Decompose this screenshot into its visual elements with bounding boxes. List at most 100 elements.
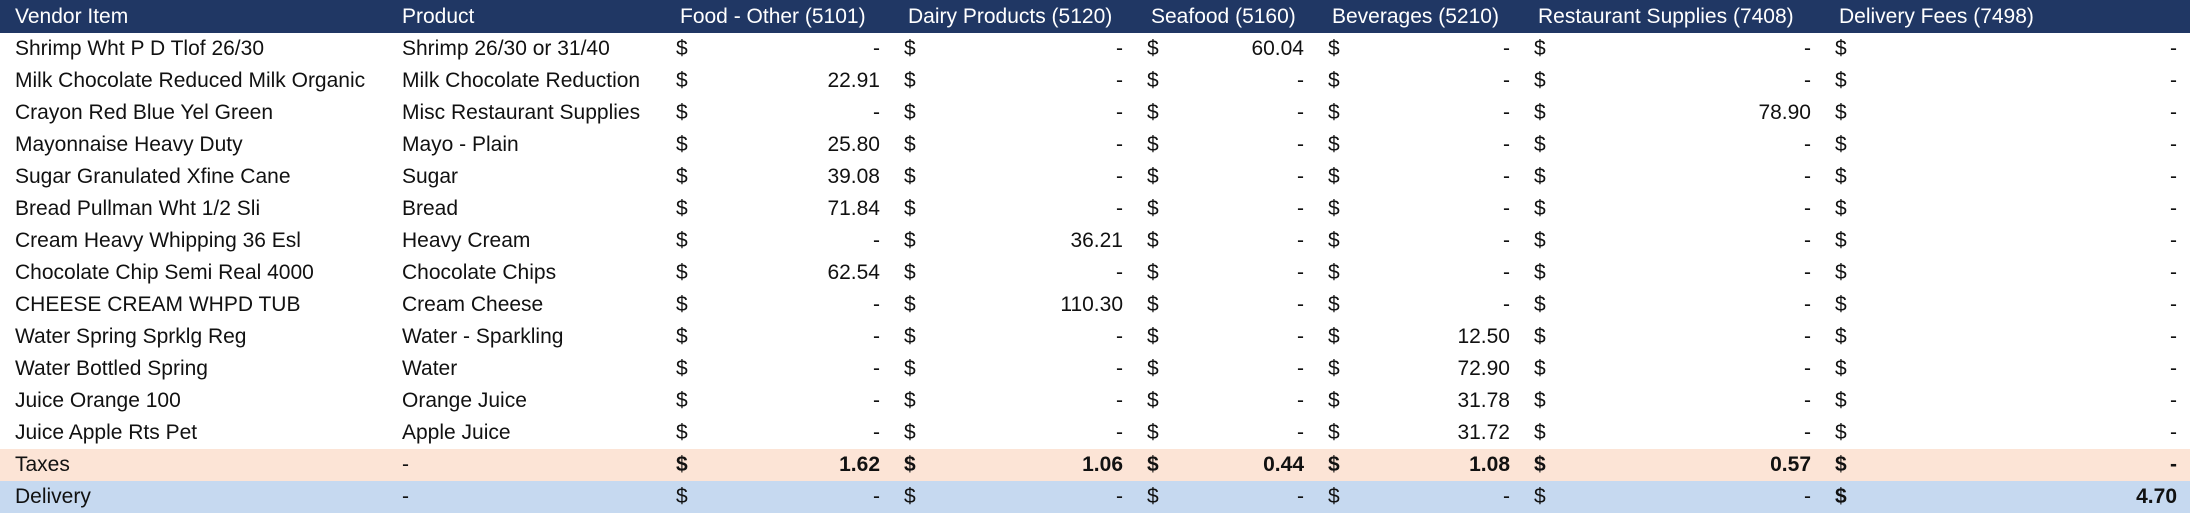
product-cell: Water bbox=[402, 357, 458, 380]
dairy-products-cell: $ - bbox=[893, 481, 1136, 513]
amount-value: - bbox=[1804, 293, 1811, 316]
food-other-cell: $39.08 bbox=[665, 161, 893, 193]
amount-value: - bbox=[1297, 229, 1304, 252]
currency-symbol: $ bbox=[1147, 357, 1159, 380]
dairy-products-cell: $ - bbox=[893, 385, 1136, 417]
currency-symbol: $ bbox=[1835, 421, 1847, 444]
amount-value: - bbox=[1116, 133, 1123, 156]
dairy-products-cell: $ - bbox=[893, 417, 1136, 449]
delivery-fees-cell: $ - bbox=[1824, 449, 2190, 481]
delivery-fees-cell: $ - bbox=[1824, 417, 2190, 449]
restaurant-supplies-cell: $ - bbox=[1523, 193, 1824, 225]
table-row: Water Spring Sprklg Reg Water - Sparkling… bbox=[0, 321, 2190, 353]
amount-value: - bbox=[2170, 453, 2177, 476]
product-cell: - bbox=[387, 481, 665, 513]
seafood-cell: $0.44 bbox=[1136, 449, 1317, 481]
beverages-cell: $1.08 bbox=[1317, 449, 1523, 481]
header-product: Product bbox=[387, 0, 665, 33]
currency-symbol: $ bbox=[1147, 453, 1159, 476]
beverages-cell: $ - bbox=[1317, 225, 1523, 257]
dairy-products-cell: $36.21 bbox=[893, 225, 1136, 257]
amount-value: - bbox=[1804, 69, 1811, 92]
currency-symbol: $ bbox=[1147, 69, 1159, 92]
currency-symbol: $ bbox=[676, 197, 688, 220]
currency-symbol: $ bbox=[1328, 357, 1340, 380]
restaurant-supplies-cell: $ - bbox=[1523, 161, 1824, 193]
table-row: Cream Heavy Whipping 36 Esl Heavy Cream $ -… bbox=[0, 225, 2190, 257]
amount-value: - bbox=[873, 37, 880, 60]
amount-value: - bbox=[1116, 261, 1123, 284]
currency-symbol: $ bbox=[1534, 37, 1546, 60]
amount-value: - bbox=[2170, 261, 2177, 284]
food-other-cell: $ - bbox=[665, 385, 893, 417]
header-dairy-products: Dairy Products (5120) bbox=[893, 0, 1136, 33]
amount-value: - bbox=[1297, 165, 1304, 188]
table-row: Sugar Granulated Xfine Cane Sugar $39.08 $ -… bbox=[0, 161, 2190, 193]
amount-value: - bbox=[1804, 37, 1811, 60]
currency-symbol: $ bbox=[904, 453, 916, 476]
beverages-cell: $ - bbox=[1317, 257, 1523, 289]
amount-value: 1.08 bbox=[1469, 453, 1510, 476]
food-other-cell: $ - bbox=[665, 97, 893, 129]
amount-value: - bbox=[1297, 69, 1304, 92]
currency-symbol: $ bbox=[1534, 165, 1546, 188]
dairy-products-cell: $ - bbox=[893, 321, 1136, 353]
amount-value: 31.78 bbox=[1457, 389, 1510, 412]
currency-symbol: $ bbox=[1147, 325, 1159, 348]
seafood-cell: $ - bbox=[1136, 225, 1317, 257]
seafood-cell: $ - bbox=[1136, 193, 1317, 225]
amount-value: - bbox=[873, 389, 880, 412]
amount-value: - bbox=[873, 421, 880, 444]
product-cell: Chocolate Chips bbox=[402, 261, 557, 284]
delivery-fees-cell: $ - bbox=[1824, 33, 2190, 65]
beverages-cell: $ - bbox=[1317, 161, 1523, 193]
amount-value: - bbox=[1297, 261, 1304, 284]
currency-symbol: $ bbox=[1534, 293, 1546, 316]
currency-symbol: $ bbox=[1835, 101, 1847, 124]
currency-symbol: $ bbox=[1147, 101, 1159, 124]
dairy-products-cell: $ - bbox=[893, 97, 1136, 129]
restaurant-supplies-cell: $ - bbox=[1523, 65, 1824, 97]
seafood-cell: $ - bbox=[1136, 417, 1317, 449]
currency-symbol: $ bbox=[1835, 133, 1847, 156]
currency-symbol: $ bbox=[1835, 453, 1847, 476]
restaurant-supplies-cell: $ - bbox=[1523, 129, 1824, 161]
amount-value: 1.62 bbox=[839, 453, 880, 476]
currency-symbol: $ bbox=[676, 133, 688, 156]
currency-symbol: $ bbox=[904, 421, 916, 444]
table-row: Mayonnaise Heavy Duty Mayo - Plain $25.80 $… bbox=[0, 129, 2190, 161]
food-other-cell: $ - bbox=[665, 225, 893, 257]
currency-symbol: $ bbox=[1328, 453, 1340, 476]
amount-value: - bbox=[2170, 389, 2177, 412]
food-other-cell: $ - bbox=[665, 289, 893, 321]
seafood-cell: $ - bbox=[1136, 289, 1317, 321]
product-cell: Sugar bbox=[402, 165, 459, 188]
amount-value: - bbox=[1116, 197, 1123, 220]
amount-value: - bbox=[2170, 133, 2177, 156]
restaurant-supplies-cell: $78.90 bbox=[1523, 97, 1824, 129]
delivery-fees-cell: $ - bbox=[1824, 289, 2190, 321]
beverages-cell: $ - bbox=[1317, 65, 1523, 97]
delivery-fees-cell: $ - bbox=[1824, 225, 2190, 257]
currency-symbol: $ bbox=[676, 229, 688, 252]
product-cell: Milk Chocolate Reduction bbox=[402, 69, 641, 92]
currency-symbol: $ bbox=[904, 357, 916, 380]
amount-value: - bbox=[1297, 101, 1304, 124]
amount-value: 72.90 bbox=[1457, 357, 1510, 380]
beverages-cell: $ - bbox=[1317, 481, 1523, 513]
table-row: Bread Pullman Wht 1/2 Sli Bread $71.84 $ - $ -… bbox=[0, 193, 2190, 225]
dairy-products-cell: $ - bbox=[893, 193, 1136, 225]
amount-value: 71.84 bbox=[827, 197, 880, 220]
amount-value: - bbox=[1503, 37, 1510, 60]
amount-value: - bbox=[1503, 101, 1510, 124]
product-cell: Water - Sparkling bbox=[402, 325, 564, 348]
delivery-row: Delivery - $ - $ - $ - $ - $ - $4.70 bbox=[0, 481, 2190, 513]
currency-symbol: $ bbox=[1328, 261, 1340, 284]
restaurant-supplies-cell: $ - bbox=[1523, 225, 1824, 257]
seafood-cell: $ - bbox=[1136, 65, 1317, 97]
currency-symbol: $ bbox=[1534, 389, 1546, 412]
amount-value: - bbox=[1116, 37, 1123, 60]
dairy-products-cell: $ - bbox=[893, 353, 1136, 385]
amount-value: - bbox=[2170, 293, 2177, 316]
restaurant-supplies-cell: $ - bbox=[1523, 257, 1824, 289]
